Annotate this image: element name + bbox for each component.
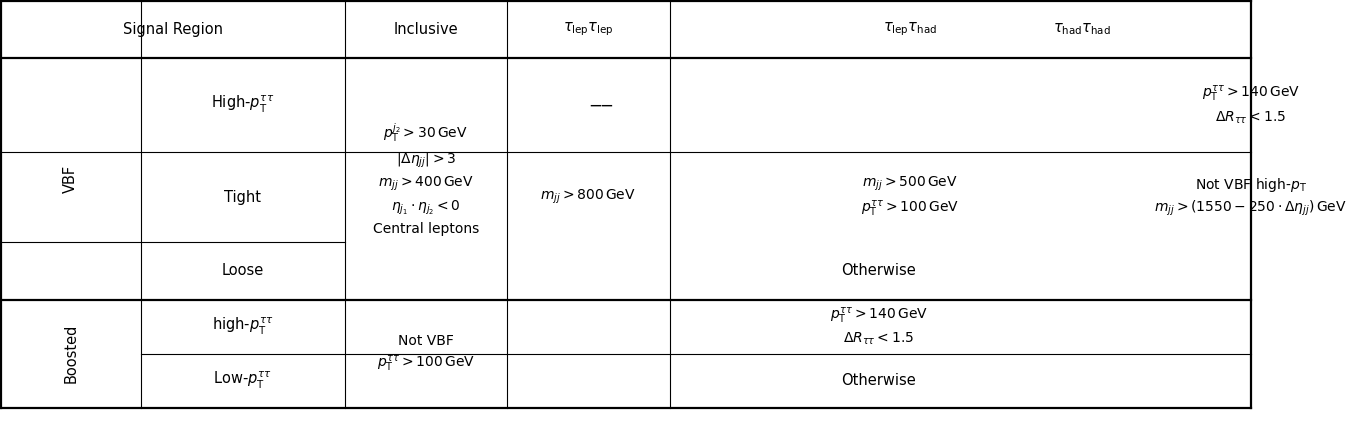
Text: $m_{jj} > 500\,\mathrm{GeV}$
$p_{\mathrm{T}}^{\tau\tau} > 100\,\mathrm{GeV}$: $m_{jj} > 500\,\mathrm{GeV}$ $p_{\mathrm… [861,175,960,219]
Text: $m_{jj} > 800\,\mathrm{GeV}$: $m_{jj} > 800\,\mathrm{GeV}$ [541,188,636,206]
Text: Inclusive: Inclusive [394,22,458,37]
Text: $p_{\mathrm{T}}^{j_2} > 30\,\mathrm{GeV}$
$|\Delta\eta_{jj}| > 3$
$m_{jj} > 400\: $p_{\mathrm{T}}^{j_2} > 30\,\mathrm{GeV}… [372,121,479,236]
Text: Tight: Tight [224,190,262,205]
Text: high-$p_{\mathrm{T}}^{\tau\tau}$: high-$p_{\mathrm{T}}^{\tau\tau}$ [212,316,274,337]
Text: Not VBF high-$p_{\mathrm{T}}$
$m_{jj} > (1550 - 250\cdot\Delta\eta_{jj})\,\mathr: Not VBF high-$p_{\mathrm{T}}$ $m_{jj} > … [1154,176,1347,218]
Text: $-\!\!-$: $-\!\!-$ [588,96,613,114]
Text: $\tau_{\mathrm{lep}}\tau_{\mathrm{lep}}$: $\tau_{\mathrm{lep}}\tau_{\mathrm{lep}}$ [563,20,613,38]
Text: Signal Region: Signal Region [123,22,222,37]
Text: Boosted: Boosted [63,324,78,384]
Text: $\tau_{\mathrm{lep}}\tau_{\mathrm{had}}$: $\tau_{\mathrm{lep}}\tau_{\mathrm{had}}$ [883,20,937,38]
Text: High-$p_{\mathrm{T}}^{\tau\tau}$: High-$p_{\mathrm{T}}^{\tau\tau}$ [212,94,274,115]
Text: Low-$p_{\mathrm{T}}^{\tau\tau}$: Low-$p_{\mathrm{T}}^{\tau\tau}$ [213,370,272,391]
Text: VBF: VBF [63,165,78,193]
Text: $\tau_{\mathrm{had}}\tau_{\mathrm{had}}$: $\tau_{\mathrm{had}}\tau_{\mathrm{had}}$ [1053,21,1111,37]
Text: Otherwise: Otherwise [841,264,917,278]
Text: $p_{\mathrm{T}}^{\tau\tau} > 140\,\mathrm{GeV}$
$\Delta R_{\tau\tau} < 1.5$: $p_{\mathrm{T}}^{\tau\tau} > 140\,\mathr… [830,306,927,347]
Text: $p_{\mathrm{T}}^{\tau\tau} > 140\,\mathrm{GeV}$
$\Delta R_{\tau\tau} < 1.5$: $p_{\mathrm{T}}^{\tau\tau} > 140\,\mathr… [1202,84,1299,126]
Text: Not VBF
$p_{\mathrm{T}}^{\tau\tau} > 100\,\mathrm{GeV}$: Not VBF $p_{\mathrm{T}}^{\tau\tau} > 100… [376,334,474,374]
Text: Loose: Loose [221,264,264,278]
Text: Otherwise: Otherwise [841,373,917,388]
